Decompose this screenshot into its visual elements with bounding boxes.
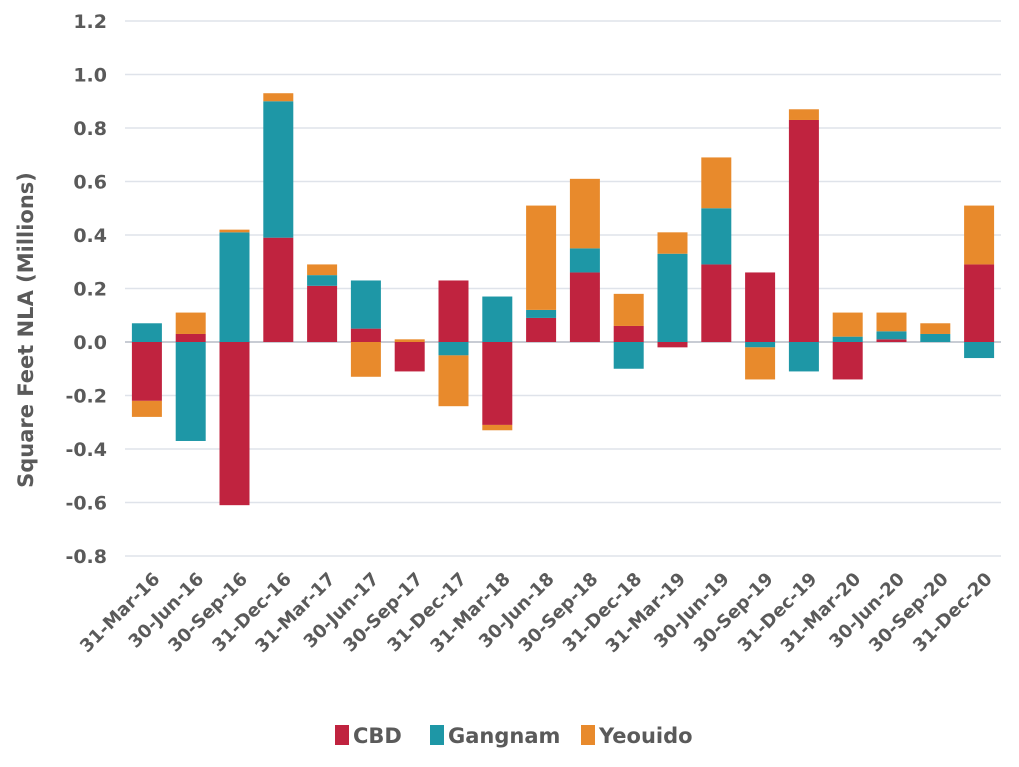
y-tick-labels: 1.2 1.0 0.8 0.6 0.4 0.2 0.0 -0.2 -0.4 -0.6 -0.8 — [65, 11, 107, 568]
y-tick-label: 0.0 — [73, 332, 107, 354]
bar-gangnam — [350, 280, 381, 329]
bar-gangnam — [613, 342, 644, 369]
y-tick-label: 0.4 — [73, 225, 107, 247]
y-tick-label: -0.6 — [65, 493, 107, 515]
bar-gangnam — [482, 296, 513, 342]
bar-cbd — [657, 342, 688, 348]
bar-gangnam — [964, 342, 995, 359]
legend-swatch-gangnam — [430, 725, 444, 745]
bar-gangnam — [569, 248, 600, 273]
bar-yeouido — [788, 109, 819, 120]
bar-yeouido — [526, 205, 557, 310]
bar-cbd — [526, 317, 557, 342]
bar-yeouido — [175, 312, 206, 334]
y-tick-label: 1.2 — [73, 11, 107, 33]
y-tick-label: 0.2 — [73, 279, 107, 301]
bar-cbd — [482, 342, 513, 425]
bar-cbd — [307, 285, 338, 342]
bar-yeouido — [219, 229, 250, 233]
bar-cbd — [131, 342, 162, 401]
bar-yeouido — [832, 312, 863, 337]
y-tick-label: -0.2 — [65, 386, 107, 408]
bar-gangnam — [876, 331, 907, 340]
bar-gangnam — [219, 232, 250, 342]
bar-cbd — [350, 328, 381, 342]
y-tick-label: 0.6 — [73, 172, 107, 194]
legend-label-yeouido: Yeouido — [598, 724, 693, 748]
bar-yeouido — [745, 347, 776, 380]
bar-gangnam — [307, 275, 338, 286]
bar-cbd — [569, 272, 600, 342]
bar-yeouido — [350, 342, 381, 377]
bar-yeouido — [657, 232, 688, 254]
y-tick-label: -0.8 — [65, 546, 107, 568]
bar-cbd — [175, 333, 206, 342]
bar-yeouido — [438, 355, 469, 407]
bar-gangnam — [526, 309, 557, 318]
bar-yeouido — [701, 157, 732, 209]
bar-cbd — [394, 342, 425, 372]
y-axis-title: Square Feet NLA (Millions) — [14, 172, 38, 488]
y-tick-label: 0.8 — [73, 118, 107, 140]
bar-cbd — [788, 119, 819, 342]
bars — [131, 93, 995, 506]
bar-gangnam — [920, 333, 951, 342]
bar-yeouido — [131, 400, 162, 417]
bar-gangnam — [175, 342, 206, 441]
bar-yeouido — [482, 424, 513, 431]
bar-gangnam — [832, 336, 863, 342]
bar-yeouido — [876, 312, 907, 332]
bar-yeouido — [307, 264, 338, 276]
bar-gangnam — [745, 342, 776, 348]
legend-swatch-yeouido — [581, 725, 595, 745]
x-tick-labels: 31-Mar-1630-Jun-1630-Sep-1631-Dec-1631-M… — [76, 569, 997, 657]
legend-swatch-cbd — [335, 725, 349, 745]
bar-cbd — [832, 342, 863, 380]
bar-cbd — [701, 264, 732, 342]
bar-cbd — [613, 325, 644, 342]
bar-gangnam — [701, 208, 732, 265]
legend-label-gangnam: Gangnam — [448, 724, 560, 748]
bar-cbd — [219, 342, 250, 506]
bar-gangnam — [131, 323, 162, 342]
grid-lines — [125, 20, 1001, 557]
y-tick-label: -0.4 — [65, 439, 107, 461]
legend: CBD Gangnam Yeouido — [335, 724, 693, 748]
bar-gangnam — [788, 342, 819, 372]
bar-yeouido — [263, 93, 294, 102]
bar-cbd — [745, 272, 776, 342]
bar-yeouido — [920, 323, 951, 334]
bar-gangnam — [263, 101, 294, 238]
bar-yeouido — [964, 205, 995, 265]
bar-yeouido — [569, 178, 600, 249]
bar-yeouido — [394, 339, 425, 342]
bar-yeouido — [613, 293, 644, 326]
y-tick-label: 1.0 — [73, 65, 107, 87]
legend-label-cbd: CBD — [353, 724, 402, 748]
bar-cbd — [876, 339, 907, 342]
bar-gangnam — [438, 342, 469, 356]
bar-gangnam — [657, 253, 688, 342]
bar-cbd — [263, 237, 294, 342]
bar-cbd — [964, 264, 995, 342]
bar-cbd — [438, 280, 469, 342]
